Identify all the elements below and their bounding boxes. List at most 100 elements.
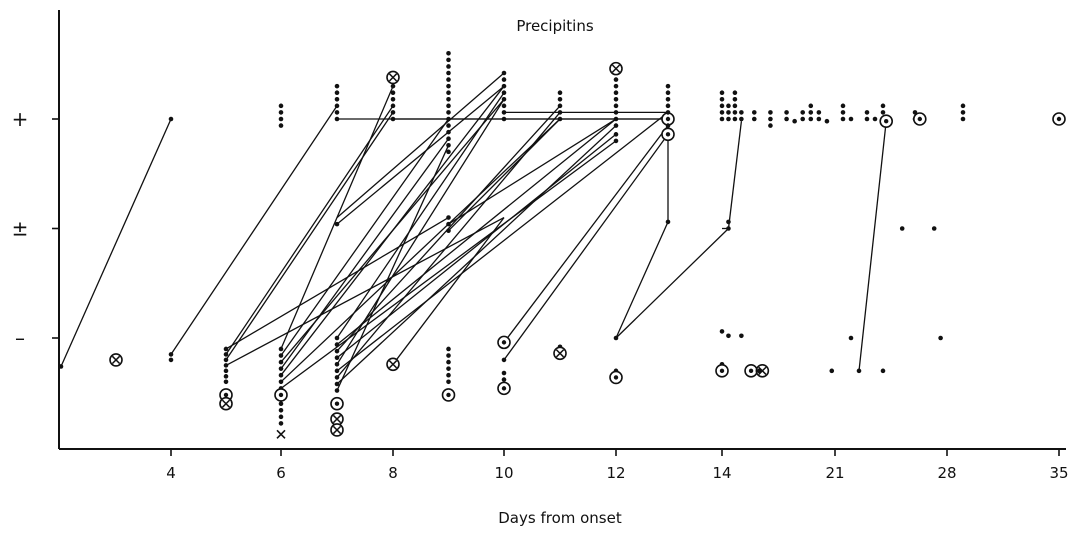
data-point-dot [446, 103, 451, 109]
data-point-dot [808, 110, 814, 115]
connection-line [858, 121, 887, 371]
data-point-ring [609, 370, 623, 385]
data-point-dot [768, 110, 773, 115]
data-point-dot [446, 64, 451, 69]
data-point-dot [931, 226, 937, 231]
data-point-dot [816, 116, 822, 122]
data-point-dot [223, 357, 229, 363]
data-point-dot [960, 103, 966, 109]
data-point-dot [334, 368, 340, 374]
data-point-dot [278, 110, 284, 115]
data-point-dot [872, 116, 878, 122]
data-point-dot [501, 77, 507, 82]
data-point-dot [613, 335, 619, 341]
data-point-dot [278, 366, 284, 371]
x-tick-label: 6 [276, 464, 286, 482]
data-point-dot [665, 219, 671, 225]
data-point-dot [334, 83, 340, 89]
data-point-dot [278, 103, 284, 109]
data-point-x [276, 429, 286, 439]
y-axis-ticks: – ± + [12, 107, 59, 350]
data-point-dot [390, 96, 396, 102]
data-point-dot [168, 352, 174, 357]
data-point-dot [880, 110, 886, 115]
data-point-dot [390, 116, 396, 122]
data-point-dot [168, 357, 174, 363]
y-category-label: – [15, 326, 25, 350]
data-point-dot [732, 116, 738, 122]
data-point-dot [880, 368, 886, 374]
connection-line [336, 72, 505, 219]
data-point-dot [334, 342, 340, 347]
data-point-dot [613, 77, 619, 82]
connection-line [336, 85, 505, 225]
data-point-ring [441, 388, 456, 402]
data-point-dot [501, 357, 507, 363]
data-point-ring [661, 127, 675, 142]
data-point-dot [446, 110, 451, 115]
chart-title: Precipitins [516, 17, 594, 35]
data-point-dot [613, 96, 619, 102]
data-point-cross [330, 423, 344, 437]
data-point-dot [739, 333, 744, 339]
data-point-dot [168, 116, 174, 122]
y-category-label: + [12, 107, 29, 131]
connection-line [225, 112, 394, 361]
data-point-dot [719, 96, 725, 102]
data-point-dot [719, 90, 725, 96]
data-point-cross [219, 396, 233, 411]
data-point-dot [223, 374, 229, 379]
data-point-dot [334, 375, 340, 380]
data-point-dot [829, 368, 835, 374]
data-point-dot [334, 221, 340, 227]
data-point-cross [330, 412, 344, 426]
data-point-dot [808, 103, 814, 109]
data-point-ring [330, 396, 344, 411]
data-point-cross [609, 61, 623, 76]
data-point-dot [278, 346, 284, 352]
data-point-dot [613, 116, 619, 122]
data-point-dot [726, 110, 731, 115]
data-point-dot [501, 116, 507, 122]
connection-line [225, 217, 449, 350]
data-point-dot [739, 110, 744, 115]
data-point-dot [446, 142, 451, 148]
data-point-dot [732, 90, 738, 96]
data-point-dot [751, 116, 757, 122]
connection-line [336, 98, 505, 365]
data-point-dot [665, 110, 671, 115]
data-point-dot [446, 96, 451, 102]
data-point-dot [446, 90, 451, 96]
x-tick-label: 12 [606, 464, 625, 482]
data-point-cross [755, 364, 770, 378]
data-point-dot [334, 90, 340, 96]
connection-line [336, 133, 617, 359]
data-point-dot [726, 116, 731, 122]
data-point-dot [613, 103, 619, 109]
data-point-dot [334, 388, 340, 393]
connection-line [280, 85, 505, 376]
data-point-dot [334, 335, 340, 341]
data-point-dot [334, 116, 340, 122]
data-point-dot [840, 116, 846, 122]
x-tick-label: 4 [166, 464, 176, 482]
x-tick-label: 14 [712, 464, 731, 482]
data-point-dot [446, 346, 451, 352]
data-point-dot [726, 103, 731, 109]
data-point-dot [808, 116, 814, 122]
connection-line [727, 121, 743, 229]
data-point-dot [334, 110, 340, 115]
x-tick-label: 8 [388, 464, 398, 482]
data-point-dot [665, 96, 671, 102]
data-point-ring [715, 364, 729, 378]
data-point-ring [274, 388, 288, 402]
data-point-dot [278, 116, 284, 122]
data-point-dot [501, 370, 507, 376]
data-point-cross [386, 357, 400, 372]
data-point-dot [334, 381, 340, 387]
data-point-ring [879, 114, 894, 128]
connection-line [336, 145, 450, 391]
connection-line [280, 118, 561, 383]
data-points [58, 51, 1066, 439]
data-point-dot [446, 353, 451, 358]
